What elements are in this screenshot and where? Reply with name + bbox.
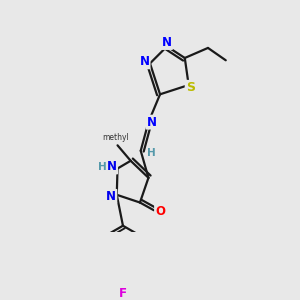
Text: O: O [155, 205, 165, 218]
Text: N: N [106, 190, 116, 203]
Text: H: H [98, 162, 106, 172]
Text: H: H [147, 148, 156, 158]
Text: N: N [146, 116, 157, 129]
Text: N: N [107, 160, 117, 173]
Text: F: F [119, 287, 127, 300]
Text: N: N [140, 55, 150, 68]
Text: S: S [186, 81, 195, 94]
Text: methyl: methyl [102, 133, 129, 142]
Text: N: N [162, 36, 172, 49]
